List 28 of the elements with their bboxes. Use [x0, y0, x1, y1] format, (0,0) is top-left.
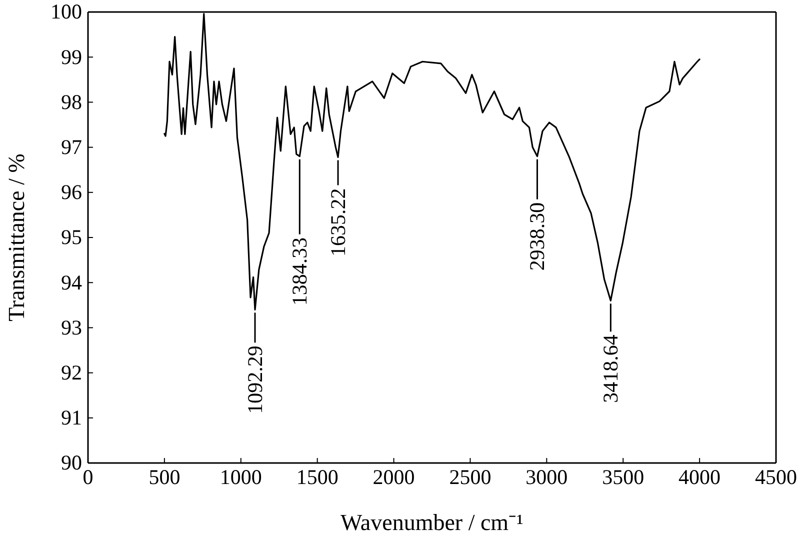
y-tick-label: 92	[61, 360, 82, 385]
x-tick-label: 0	[82, 464, 94, 489]
x-tick-label: 1500	[296, 464, 338, 489]
annotation: 1092.29	[243, 346, 267, 414]
y-tick-label: 100	[50, 0, 82, 24]
annotation: 3418.64	[598, 334, 623, 403]
x-tick-label: 1000	[220, 464, 262, 489]
y-tick-label: 91	[61, 406, 82, 430]
y-tick-label: 94	[61, 270, 82, 294]
x-tick-label: 500	[148, 464, 180, 489]
annotation: 2938.30	[525, 202, 550, 271]
y-tick-label: 97	[61, 135, 82, 160]
y-tick-label: 96	[61, 180, 82, 204]
y-tick-label: 90	[61, 450, 82, 475]
annotation: 1635.22	[326, 188, 350, 256]
x-tick-label: 3000	[526, 464, 568, 489]
x-axis-title: Wavenumber / cm⁻¹	[340, 510, 524, 535]
x-tick-label: 3500	[602, 464, 644, 489]
y-tick-label: 98	[61, 90, 82, 114]
x-tick-label: 2500	[449, 464, 492, 489]
x-tick-label: 4000	[678, 464, 721, 489]
y-tick-label: 99	[61, 44, 82, 69]
y-tick-label: 95	[61, 225, 82, 250]
x-tick-label: 2000	[372, 464, 415, 489]
annotation: 1384.33	[288, 237, 312, 306]
y-axis-title: Transmittance / %	[4, 154, 29, 322]
x-tick-label: 4500	[755, 464, 797, 489]
y-tick-label: 93	[61, 315, 82, 340]
